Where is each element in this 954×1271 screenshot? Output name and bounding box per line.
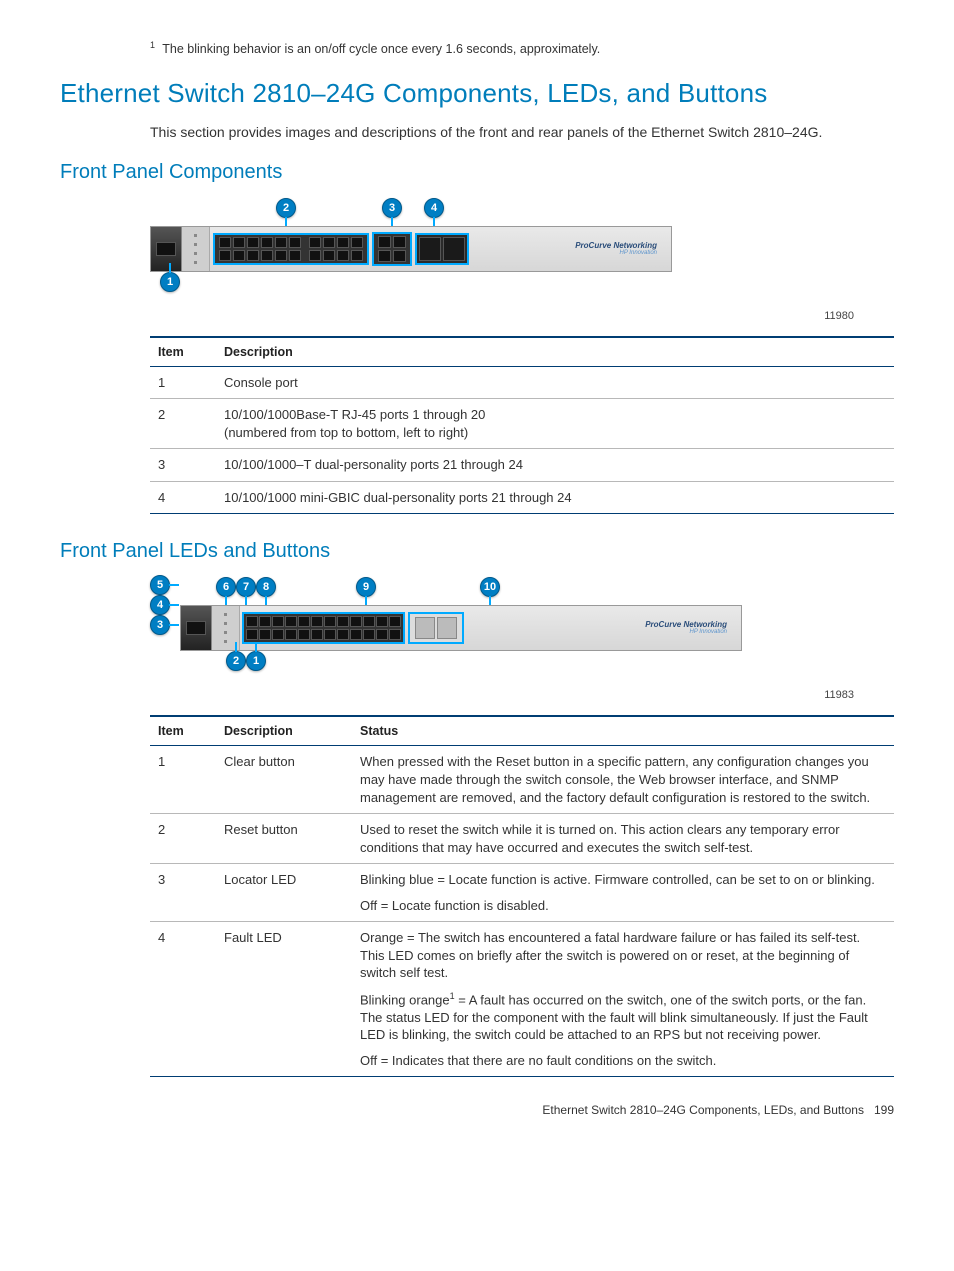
footnote-marker: 1	[150, 40, 155, 50]
table-row: 1Console port	[150, 366, 894, 399]
th-description: Description	[216, 337, 894, 367]
callout-7: 7	[236, 577, 256, 597]
table-row: 210/100/1000Base-T RJ-45 ports 1 through…	[150, 399, 894, 449]
figure-id-1: 11980	[60, 310, 854, 322]
dual-personality-ports-icon	[372, 232, 412, 266]
cell-item: 3	[150, 449, 216, 482]
cell-item: 2	[150, 399, 216, 449]
switch-leds-diagram: ProCurve Networking HP Innovation	[180, 605, 742, 651]
cell-item: 4	[150, 481, 216, 514]
intro-paragraph: This section provides images and descrip…	[150, 123, 894, 143]
footnote-text: The blinking behavior is an on/off cycle…	[162, 42, 600, 56]
callout-1: 1	[246, 651, 266, 671]
table-row: 310/100/1000–T dual-personality ports 21…	[150, 449, 894, 482]
cell-item: 1	[150, 366, 216, 399]
cell-description: Clear button	[216, 746, 352, 814]
page-number: 199	[874, 1103, 894, 1117]
cell-status: Orange = The switch has encountered a fa…	[352, 922, 894, 1077]
cell-description: Locator LED	[216, 864, 352, 922]
cell-description: Reset button	[216, 814, 352, 864]
callout-9: 9	[356, 577, 376, 597]
cell-description: Fault LED	[216, 922, 352, 1077]
cell-status: When pressed with the Reset button in a …	[352, 746, 894, 814]
gbic-ports-icon	[415, 233, 469, 265]
table-row: 1Clear buttonWhen pressed with the Reset…	[150, 746, 894, 814]
rj45-port-bank-icon	[213, 233, 369, 265]
callout-5: 5	[150, 575, 170, 595]
front-panel-components-table: Item Description 1Console port210/100/10…	[150, 336, 894, 515]
cell-item: 2	[150, 814, 216, 864]
callout-2: 2	[226, 651, 246, 671]
table-row: 2Reset buttonUsed to reset the switch wh…	[150, 814, 894, 864]
callout-4: 4	[150, 595, 170, 615]
th-description: Description	[216, 716, 352, 746]
callout-6: 6	[216, 577, 236, 597]
cell-description: 10/100/1000 mini-GBIC dual-personality p…	[216, 481, 894, 514]
page-title: Ethernet Switch 2810–24G Components, LED…	[60, 78, 894, 109]
figure-front-panel-leds: 543 678 9 10	[150, 577, 894, 683]
page-footer: Ethernet Switch 2810–24G Components, LED…	[60, 1103, 894, 1117]
callout-3: 3	[382, 198, 402, 218]
footer-title: Ethernet Switch 2810–24G Components, LED…	[542, 1103, 864, 1117]
switch-front-panel-diagram: ProCurve Networking HP Innovation	[150, 226, 672, 272]
callout-4: 4	[424, 198, 444, 218]
th-item: Item	[150, 716, 216, 746]
section-front-panel-components: Front Panel Components	[60, 161, 894, 184]
cell-description: Console port	[216, 366, 894, 399]
front-panel-leds-table: Item Description Status 1Clear buttonWhe…	[150, 715, 894, 1077]
cell-status: Blinking blue = Locate function is activ…	[352, 864, 894, 922]
cell-description: 10/100/1000–T dual-personality ports 21 …	[216, 449, 894, 482]
section-front-panel-leds: Front Panel LEDs and Buttons	[60, 540, 894, 563]
callout-1: 1	[160, 272, 180, 292]
cell-item: 4	[150, 922, 216, 1077]
figure-front-panel-components: 2 3 4	[150, 198, 894, 304]
cell-item: 1	[150, 746, 216, 814]
callout-3: 3	[150, 615, 170, 635]
cell-item: 3	[150, 864, 216, 922]
callout-10: 10	[480, 577, 500, 597]
callout-8: 8	[256, 577, 276, 597]
table-row: 410/100/1000 mini-GBIC dual-personality …	[150, 481, 894, 514]
figure-id-2: 11983	[60, 689, 854, 701]
table-row: 4Fault LEDOrange = The switch has encoun…	[150, 922, 894, 1077]
th-status: Status	[352, 716, 894, 746]
table-row: 3Locator LEDBlinking blue = Locate funct…	[150, 864, 894, 922]
procurve-logo-icon: ProCurve Networking HP Innovation	[645, 621, 727, 635]
procurve-logo-icon: ProCurve Networking HP Innovation	[575, 242, 657, 256]
cell-status: Used to reset the switch while it is tur…	[352, 814, 894, 864]
callout-2: 2	[276, 198, 296, 218]
th-item: Item	[150, 337, 216, 367]
cell-description: 10/100/1000Base-T RJ-45 ports 1 through …	[216, 399, 894, 449]
footnote: 1 The blinking behavior is an on/off cyc…	[150, 40, 894, 56]
